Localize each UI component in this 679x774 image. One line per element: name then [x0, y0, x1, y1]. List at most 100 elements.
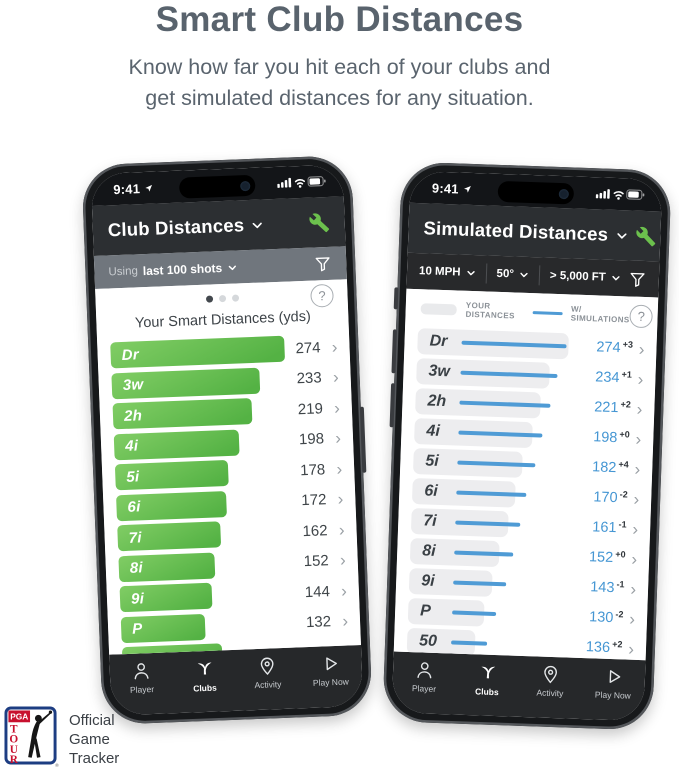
delta-value: +4: [618, 459, 629, 470]
distance-value: 172: [301, 491, 327, 510]
chevron-down-icon: [519, 270, 529, 280]
page-dots[interactable]: [205, 294, 239, 303]
delta-value: +0: [615, 549, 626, 560]
status-icons: [595, 187, 646, 201]
app-title: Club Distances: [107, 214, 245, 241]
chevron-right-icon[interactable]: ›: [638, 339, 645, 359]
chevron-right-icon[interactable]: ›: [633, 489, 640, 509]
chevron-right-icon[interactable]: ›: [632, 519, 639, 539]
condition-value: 50°: [496, 267, 515, 281]
nav-item-play-now[interactable]: Play Now: [298, 652, 362, 688]
volume-down-button: [389, 383, 396, 428]
simulated-distance-row[interactable]: 3w 234 +1 ›: [416, 358, 644, 392]
simulated-distance-row[interactable]: 2h 221 +2 ›: [415, 388, 643, 422]
funnel-icon[interactable]: [313, 254, 333, 274]
dynamic-island: [497, 180, 575, 205]
distance-bar: P: [120, 613, 206, 643]
nav-item-activity[interactable]: Activity: [235, 654, 299, 690]
distance-value: 274: [295, 338, 321, 357]
simulated-distance-row[interactable]: Dr 274 +3 ›: [417, 328, 645, 362]
club-distance-row[interactable]: 8i 152 ›: [118, 547, 346, 582]
simulated-distance-row[interactable]: 5i 182 +4 ›: [412, 448, 641, 482]
play-now-icon: [603, 666, 625, 688]
wrench-icon[interactable]: [308, 211, 330, 233]
chevron-right-icon[interactable]: ›: [337, 489, 344, 509]
simulated-value: 234: [595, 369, 620, 387]
value-block: 136 +2 ›: [586, 639, 635, 658]
simulated-value: 274: [596, 339, 621, 357]
nav-item-clubs[interactable]: Clubs: [172, 657, 236, 694]
bottom-nav: Player Clubs Activity Play Now: [391, 651, 646, 722]
status-time: 9:41: [112, 180, 141, 197]
chevron-right-icon[interactable]: ›: [331, 337, 338, 357]
chevron-right-icon[interactable]: ›: [336, 459, 343, 479]
location-icon: [144, 183, 153, 192]
nav-item-clubs[interactable]: Clubs: [455, 661, 519, 698]
signal-icon: [595, 189, 610, 199]
chevron-right-icon[interactable]: ›: [630, 579, 637, 599]
chevron-right-icon[interactable]: ›: [340, 581, 348, 601]
club-distance-row[interactable]: 4i 198 ›: [113, 425, 342, 460]
club-distance-row[interactable]: 2h 219 ›: [112, 395, 341, 430]
nav-label: Activity: [254, 679, 282, 691]
chevron-right-icon[interactable]: ›: [332, 367, 340, 387]
app-header: Simulated Distances: [407, 202, 662, 262]
simulated-distance-row[interactable]: 6i 170 -2 ›: [411, 478, 640, 512]
nav-label: Play Now: [594, 689, 631, 701]
chevron-right-icon[interactable]: ›: [338, 520, 345, 540]
wifi-icon: [613, 191, 624, 197]
nav-item-activity[interactable]: Activity: [518, 663, 582, 699]
club-label: 6i: [424, 482, 439, 500]
legend-row: YOUR DISTANCES W/ SIMULATIONS ?: [418, 293, 654, 331]
club-distance-row[interactable]: 3w 233 ›: [111, 364, 339, 399]
value-block: 221 +2 ›: [594, 399, 643, 418]
chevron-right-icon[interactable]: ›: [339, 550, 347, 570]
simulated-distance-row[interactable]: 8i 152 +0 ›: [409, 537, 638, 572]
club-distance-row[interactable]: P 132 ›: [120, 608, 349, 643]
club-distance-row[interactable]: Dr 274 ›: [110, 334, 338, 369]
club-distance-row[interactable]: 7i 162 ›: [117, 517, 345, 552]
simulated-distance-row[interactable]: 4i 198 +0 ›: [413, 418, 642, 452]
help-icon[interactable]: ?: [310, 283, 334, 308]
chevron-right-icon[interactable]: ›: [631, 549, 638, 569]
chevron-down-icon[interactable]: [251, 218, 264, 231]
chevron-right-icon[interactable]: ›: [333, 398, 341, 418]
chevron-right-icon[interactable]: ›: [334, 428, 342, 448]
funnel-icon[interactable]: [628, 269, 648, 289]
chevron-right-icon[interactable]: ›: [635, 429, 642, 449]
club-distance-row[interactable]: 6i 172 ›: [116, 486, 344, 521]
distance-value: 144: [304, 582, 331, 601]
condition-dropdown[interactable]: 50°: [496, 268, 529, 281]
chevron-right-icon[interactable]: ›: [636, 399, 643, 419]
bar-zone: Dr: [110, 335, 286, 369]
nav-item-player[interactable]: Player: [109, 659, 173, 695]
condition-dropdown[interactable]: > 5,000 FT: [550, 270, 621, 284]
simulated-distance-row[interactable]: 7i 161 -1 ›: [410, 508, 639, 542]
nav-item-play-now[interactable]: Play Now: [581, 665, 645, 701]
club-distance-row[interactable]: 5i 178 ›: [114, 456, 343, 491]
club-distance-row[interactable]: 9i 144 ›: [119, 578, 348, 613]
subtitle-line-1: Know how far you hit each of your clubs …: [128, 55, 551, 79]
chevron-right-icon[interactable]: ›: [634, 459, 641, 479]
chevron-right-icon[interactable]: ›: [627, 639, 635, 659]
nav-label: Play Now: [312, 676, 350, 688]
chevron-down-icon[interactable]: [615, 228, 628, 241]
chevron-right-icon[interactable]: ›: [342, 611, 349, 631]
clubs-icon: [193, 658, 216, 681]
simulated-distance-row[interactable]: 9i 143 -1 ›: [408, 567, 637, 602]
shots-filter-bar[interactable]: Using last 100 shots: [93, 246, 347, 289]
svg-text:T: T: [10, 724, 18, 736]
nav-item-player[interactable]: Player: [392, 658, 456, 694]
your-distances-swatch: [420, 302, 457, 315]
distance-value: 152: [303, 552, 330, 571]
distance-bar: 8i: [118, 552, 215, 582]
wrench-icon[interactable]: [635, 225, 657, 247]
help-icon[interactable]: ?: [629, 304, 654, 328]
simulated-distance-row[interactable]: P 130 -2 ›: [407, 597, 636, 632]
chevron-right-icon[interactable]: ›: [629, 609, 636, 629]
delta-value: -1: [618, 519, 627, 530]
condition-dropdown[interactable]: 10 MPH: [419, 265, 476, 279]
chevron-right-icon[interactable]: ›: [637, 369, 644, 389]
